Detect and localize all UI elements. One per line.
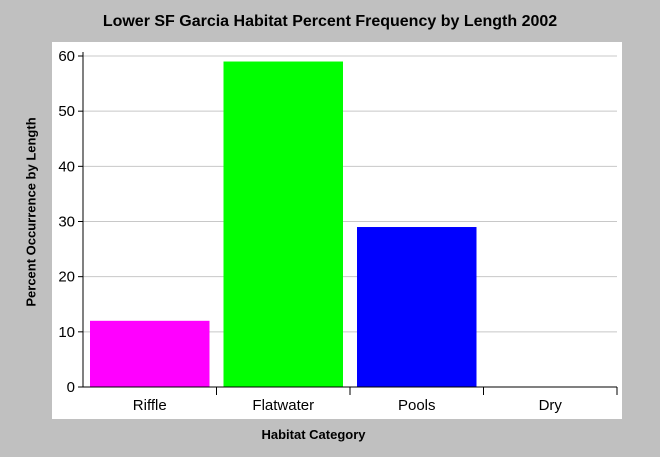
y-tick-label: 0 — [67, 379, 75, 396]
x-tick-label: Dry — [539, 397, 563, 414]
x-tick-label: Pools — [398, 397, 436, 414]
y-tick-label: 60 — [58, 48, 75, 65]
y-tick-label: 40 — [58, 158, 75, 175]
bar-pools — [357, 227, 477, 387]
x-tick-label: Flatwater — [252, 397, 314, 414]
x-tick-label: Riffle — [133, 397, 167, 414]
bar-flatwater — [223, 61, 343, 388]
y-tick-label: 20 — [58, 269, 75, 286]
y-tick-label: 10 — [58, 324, 75, 341]
bar-riffle — [90, 320, 210, 387]
y-tick-label: 50 — [58, 103, 75, 120]
x-axis-label: Habitat Category — [261, 427, 366, 442]
y-tick-label: 30 — [58, 214, 75, 231]
chart-title: Lower SF Garcia Habitat Percent Frequenc… — [102, 13, 558, 30]
